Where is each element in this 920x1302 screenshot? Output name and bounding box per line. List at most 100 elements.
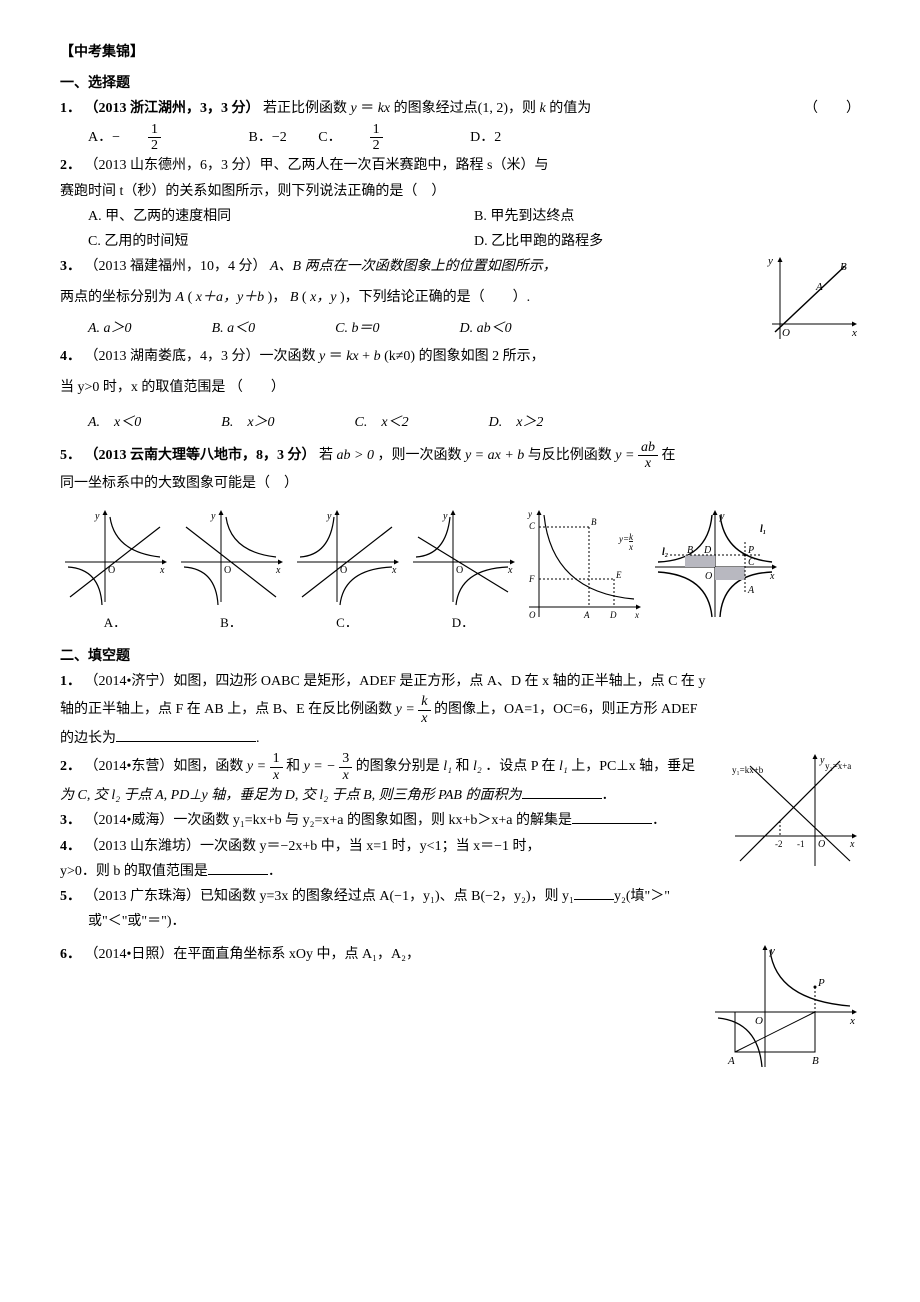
svg-text:y: y <box>94 511 100 522</box>
q1-C: C．12 <box>318 130 438 145</box>
q5-chart-A: y x O A． <box>60 507 170 634</box>
svg-text:P: P <box>817 977 825 989</box>
q1-stem-e: 的图象经过点(1, 2)，则 <box>394 101 540 116</box>
q4-stem2: 的图象如图 2 所示， <box>419 349 545 364</box>
q4-C: C. x＜2 <box>355 410 409 435</box>
q4-D: D. x＞2 <box>489 410 544 435</box>
q1-D: D．2 <box>470 130 501 145</box>
svg-text:B: B <box>591 517 597 527</box>
f2-line2: 为 C, 交 l₂ 于点 A, PD⊥y 轴，垂足为 D, 交 l₂ 于点 B,… <box>60 783 722 808</box>
q5-chart-C: y x O C． <box>292 507 402 634</box>
q4-b: b <box>374 349 381 364</box>
section1-title: 一、选择题 <box>60 71 860 96</box>
svg-text:x: x <box>634 610 639 620</box>
q2: 2． （2013 山东德州，6，3 分）甲、乙两人在一次百米赛跑中，路程 s（米… <box>60 153 860 178</box>
svg-text:E: E <box>615 570 622 580</box>
svg-text:y₂=x+a: y₂=x+a <box>825 761 851 771</box>
q1-src: （2013 浙江湖州，3，3 分） <box>85 101 260 116</box>
q1-eq: ＝ <box>360 101 374 116</box>
f1-num: 1． <box>60 674 81 689</box>
svg-text:y: y <box>527 509 532 519</box>
q3-optA: A. a＞0 <box>88 316 132 341</box>
q2-options-row1: A. 甲、乙两的速度相同 B. 甲先到达终点 <box>88 204 860 229</box>
q3-s2d: x＋a，y＋b <box>196 290 264 305</box>
svg-text:A: A <box>815 281 823 293</box>
q5-b: ，则一次函数 <box>377 448 465 463</box>
f4-num: 4． <box>60 839 81 854</box>
q3-A: A <box>176 290 185 305</box>
svg-text:x: x <box>507 565 513 576</box>
q1: 1． （2013 浙江湖州，3，3 分） 若正比例函数 y ＝ kx 的图象经过… <box>60 96 860 121</box>
svg-text:O: O <box>340 565 347 576</box>
svg-text:y: y <box>210 511 216 522</box>
f3-src: （2014•威海）一次函数 y₁=kx+b 与 y₂=x+a 的图象如图，则 k… <box>85 813 572 828</box>
svg-text:y: y <box>767 255 773 267</box>
f1-line2: 轴的正半轴上，点 F 在 AB 上，点 B、E 在反比例函数 y = kx 的图… <box>60 694 860 726</box>
q5-label-B: B． <box>176 611 286 634</box>
q5-chart-D: y x O D． <box>408 507 518 634</box>
q3-s2i: )，下列结论正确的是（ ）. <box>340 290 530 305</box>
q2-options-row2: C. 乙用的时间短 D. 乙比甲跑的路程多 <box>88 229 860 254</box>
q4-line2: 当 y>0 时，x 的取值范围是 （ ） <box>60 375 860 400</box>
f3: 3． （2014•威海）一次函数 y₁=kx+b 与 y₂=x+a 的图象如图，… <box>60 808 722 833</box>
q4-A: A. x＜0 <box>88 410 141 435</box>
svg-text:y: y <box>326 511 332 522</box>
q1-paren: （ ） <box>804 96 860 121</box>
svg-text:l₁: l₁ <box>760 524 766 535</box>
f2-num: 2． <box>60 759 81 774</box>
f5-num: 5． <box>60 889 81 904</box>
q1-stem-a: 若正比例函数 <box>263 101 351 116</box>
q1-k: k <box>539 101 545 116</box>
f3-blank <box>572 809 652 824</box>
q3: 3． （2013 福建福州，10，4 分） A、B 两点在一次函数图象上的位置如… <box>60 254 860 344</box>
q1-A: A．−12 <box>88 130 217 145</box>
svg-text:x: x <box>849 839 855 850</box>
f5-line2: 或"＜"或"＝")． <box>88 909 860 934</box>
q4-y: y <box>319 349 325 364</box>
q4-B: B. x＞0 <box>221 410 274 435</box>
svg-text:O: O <box>782 327 790 339</box>
q5-line2: 同一坐标系中的大致图象可能是（ ） <box>60 471 860 496</box>
q3-s2g: ( <box>302 290 307 305</box>
q5-chart-extra1: C B F E O A D x y y= k x <box>524 507 644 634</box>
q3-figure: x y O A B <box>760 254 860 344</box>
svg-text:x: x <box>159 565 165 576</box>
svg-text:x: x <box>391 565 397 576</box>
q5-label-D: D． <box>408 611 518 634</box>
svg-text:x: x <box>275 565 281 576</box>
f3-num: 3． <box>60 813 81 828</box>
q4-kne: (k≠0) <box>384 349 415 364</box>
q2-A: A. 甲、乙两的速度相同 <box>88 204 474 229</box>
q1-num: 1． <box>60 101 81 116</box>
svg-text:y: y <box>769 945 775 957</box>
svg-text:x: x <box>628 542 633 552</box>
q5-ab: ab > 0 <box>337 448 374 463</box>
header: 【中考集锦】 <box>60 40 860 65</box>
f4: 4． （2013 山东潍坊）一次函数 y＝−2x+b 中，当 x=1 时，y<1… <box>60 834 722 859</box>
f2: 2． （2014•东营）如图，函数 y = 1x 和 y = − 3x 的图象分… <box>60 751 722 783</box>
f5: 5． （2013 广东珠海）已知函数 y=3x 的图象经过点 A(−1，y₁)、… <box>60 884 860 909</box>
q3-src: （2013 福建福州，10，4 分） <box>85 259 267 274</box>
svg-text:O: O <box>224 565 231 576</box>
q4-num: 4． <box>60 349 81 364</box>
q3-optD: D. ab＜0 <box>459 316 511 341</box>
svg-text:D: D <box>609 610 617 620</box>
q3-Bpt: B <box>290 290 299 305</box>
q5-src: （2013 云南大理等八地市，8，3 分） <box>85 448 316 463</box>
f5-src: （2013 广东珠海）已知函数 y=3x 的图象经过点 A(−1，y₁)、点 B… <box>85 889 574 904</box>
q1-y: y <box>351 101 357 116</box>
f1-src: （2014•济宁）如图，四边形 OABC 是矩形，ADEF 是正方形，点 A、D… <box>85 674 706 689</box>
svg-text:O: O <box>108 565 115 576</box>
q3-optC: C. b＝0 <box>335 316 379 341</box>
q3-s2e: )， <box>268 290 287 305</box>
f1-blank <box>116 727 256 742</box>
f2-src: （2014•东营）如图，函数 <box>85 759 247 774</box>
f5-blank <box>574 885 614 900</box>
q4-src: （2013 湖南娄底，4，3 分）一次函数 <box>85 349 320 364</box>
svg-text:O: O <box>818 839 825 850</box>
f4-src: （2013 山东潍坊）一次函数 y＝−2x+b 中，当 x=1 时，y<1；当 … <box>85 839 541 854</box>
q5-label-C: C． <box>292 611 402 634</box>
svg-text:A: A <box>583 610 590 620</box>
q1-stem-g: 的值为 <box>549 101 591 116</box>
q5-ref-y: y = <box>615 448 634 463</box>
